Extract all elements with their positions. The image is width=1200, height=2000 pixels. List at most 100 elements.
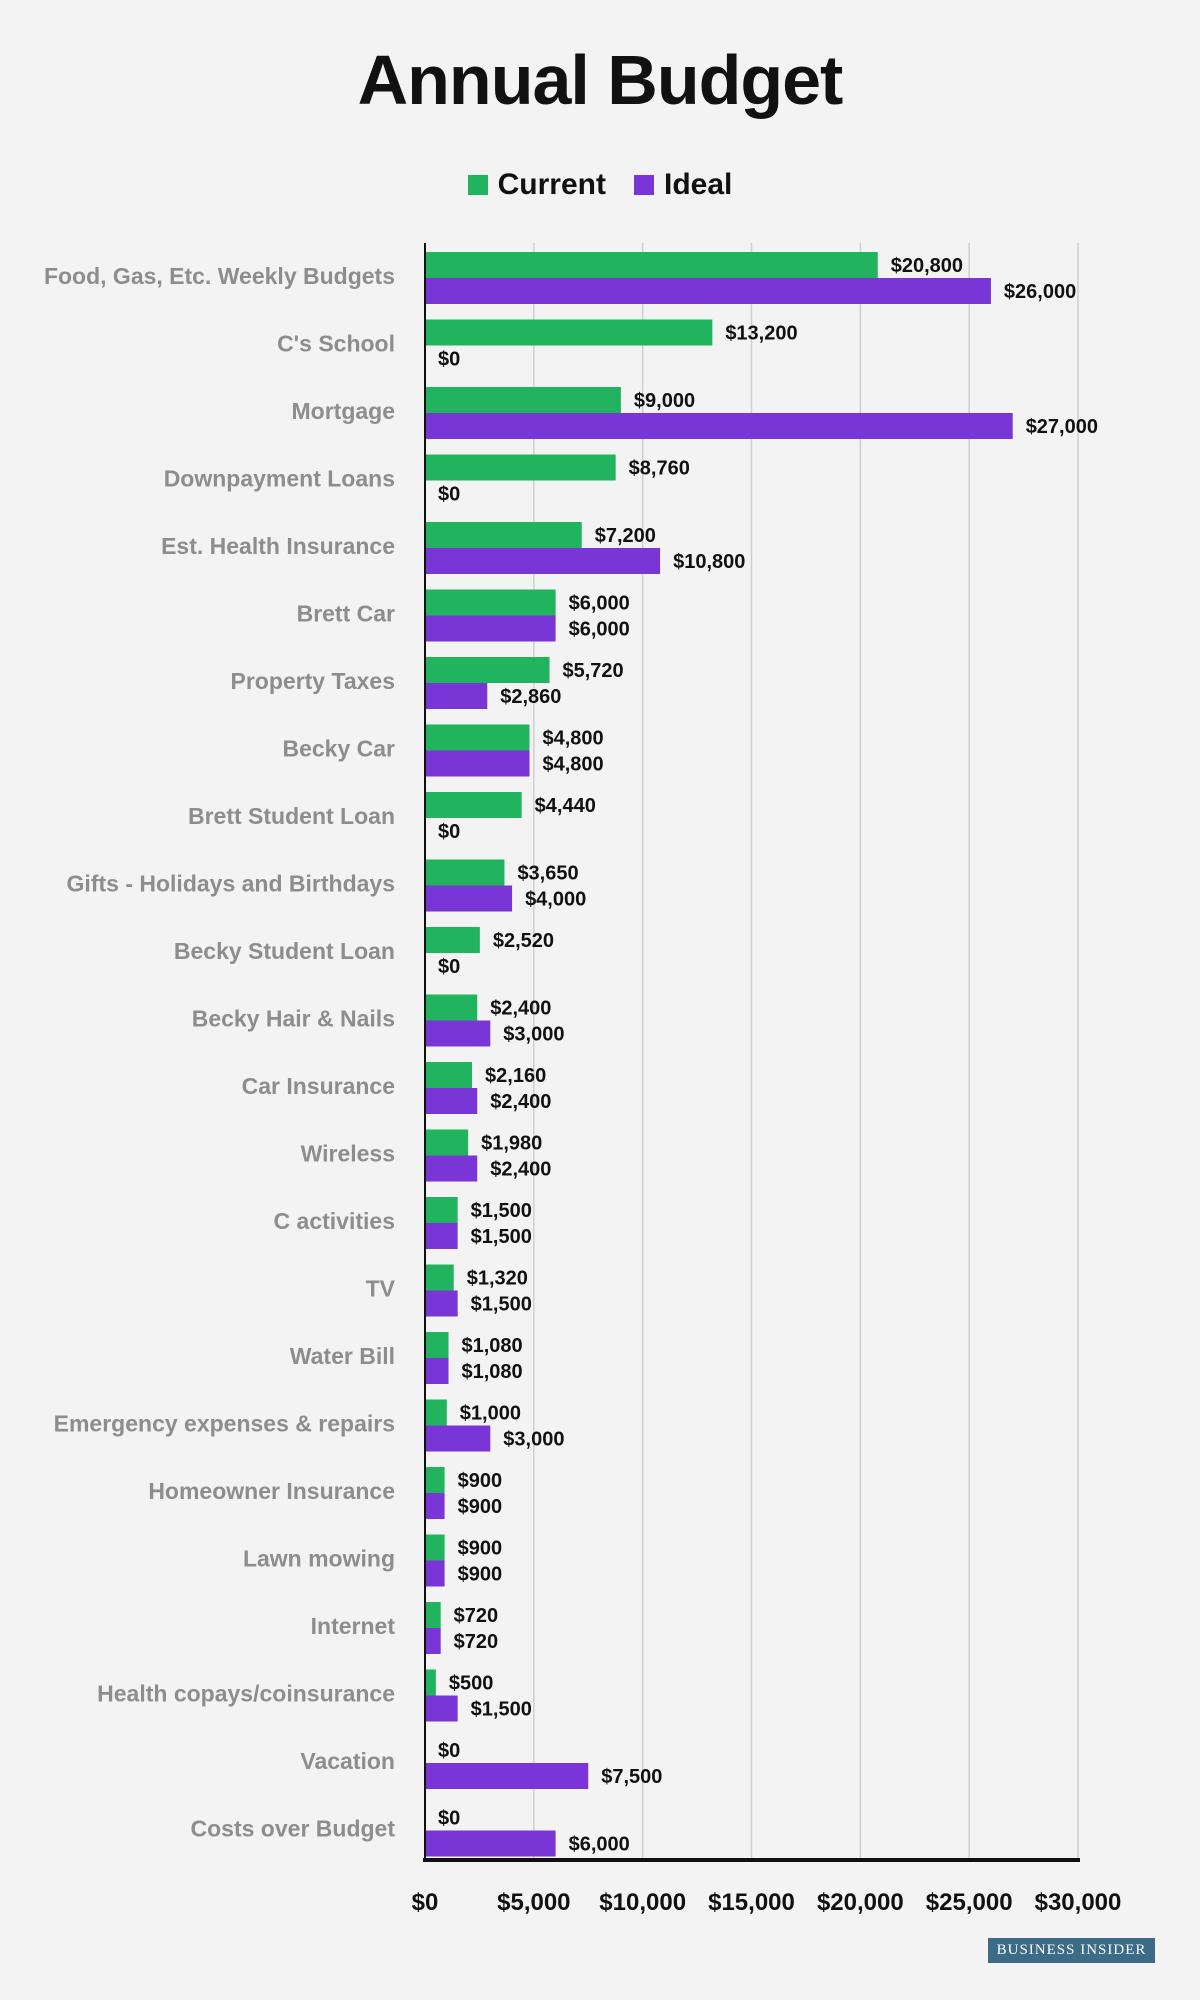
bar-ideal xyxy=(425,1223,458,1249)
category-label: Property Taxes xyxy=(231,668,395,694)
bar-ideal xyxy=(425,548,661,574)
category-label: Becky Student Loan xyxy=(174,938,395,964)
bar-current xyxy=(425,1467,445,1493)
legend-swatch-ideal xyxy=(633,175,654,195)
bar-current xyxy=(425,387,621,413)
bar-current xyxy=(425,1669,436,1696)
bar-ideal xyxy=(425,1493,445,1519)
bar-current xyxy=(425,1062,473,1088)
data-label-current: $20,800 xyxy=(891,255,963,277)
legend: Current Ideal xyxy=(0,168,1200,202)
x-tick-label: $10,000 xyxy=(599,1889,686,1916)
legend-item-ideal: Ideal xyxy=(633,168,733,202)
category-label: Becky Hair & Nails xyxy=(192,1006,395,1032)
category-label: Homeowner Insurance xyxy=(148,1478,395,1504)
legend-label-current: Current xyxy=(497,168,606,201)
bar-current xyxy=(425,724,530,751)
data-label-ideal: $26,000 xyxy=(1004,281,1076,303)
category-label: Becky Car xyxy=(282,736,395,762)
bar-ideal xyxy=(425,1695,458,1722)
bar-ideal xyxy=(425,1088,478,1114)
data-label-ideal: $3,000 xyxy=(503,1429,564,1451)
x-tick-label: $15,000 xyxy=(708,1889,795,1916)
bar-current xyxy=(425,319,713,346)
category-label: C's School xyxy=(277,331,395,357)
data-label-ideal: $4,800 xyxy=(542,754,603,776)
bar-current xyxy=(425,927,480,953)
category-label: Costs over Budget xyxy=(191,1816,396,1842)
category-label: Food, Gas, Etc. Weekly Budgets xyxy=(44,263,395,289)
data-label-current: $6,000 xyxy=(569,593,630,615)
category-label: Est. Health Insurance xyxy=(161,533,395,559)
data-label-current: $720 xyxy=(454,1605,499,1627)
data-label-current: $1,000 xyxy=(460,1403,521,1425)
data-label-current: $7,200 xyxy=(595,525,656,547)
x-tick-label: $5,000 xyxy=(497,1889,570,1916)
bar-ideal xyxy=(425,1290,458,1317)
bar-ideal xyxy=(425,885,513,912)
category-label: Lawn mowing xyxy=(243,1546,395,1572)
category-label: Brett Student Loan xyxy=(188,803,395,829)
category-label: Downpayment Loans xyxy=(164,466,395,492)
bar-ideal xyxy=(425,278,991,304)
category-label: Brett Car xyxy=(297,601,395,627)
data-label-ideal: $1,500 xyxy=(471,1699,532,1721)
data-label-ideal: $6,000 xyxy=(569,1834,630,1856)
bar-ideal xyxy=(425,1560,445,1587)
data-label-current: $4,800 xyxy=(542,728,603,750)
category-label: Internet xyxy=(311,1613,396,1639)
category-label: Wireless xyxy=(301,1141,395,1167)
bar-current xyxy=(425,252,878,278)
x-tick-label: $20,000 xyxy=(817,1889,904,1916)
legend-item-current: Current xyxy=(467,168,606,202)
bar-current xyxy=(425,994,478,1021)
bar-ideal xyxy=(425,1763,589,1789)
bar-ideal xyxy=(425,1358,449,1384)
data-label-current: $2,520 xyxy=(493,930,554,952)
data-label-ideal: $2,400 xyxy=(490,1159,551,1181)
chart-title: Annual Budget xyxy=(357,41,844,119)
category-label: Health copays/coinsurance xyxy=(97,1681,395,1707)
bar-current xyxy=(425,1264,454,1291)
bar-ideal xyxy=(425,1020,491,1047)
data-label-current: $8,760 xyxy=(629,458,690,480)
data-label-current: $13,200 xyxy=(725,323,797,345)
data-label-current: $900 xyxy=(458,1538,503,1560)
bar-ideal xyxy=(425,1155,478,1182)
data-label-ideal: $0 xyxy=(438,821,460,843)
data-label-ideal: $0 xyxy=(438,956,460,978)
data-label-current: $1,500 xyxy=(471,1200,532,1222)
bar-current xyxy=(425,657,550,683)
category-label: C activities xyxy=(274,1208,395,1234)
bar-ideal xyxy=(425,750,530,777)
bar-current xyxy=(425,1534,445,1561)
data-label-ideal: $900 xyxy=(458,1496,503,1518)
category-label: Emergency expenses & repairs xyxy=(54,1411,395,1437)
data-label-ideal: $27,000 xyxy=(1026,416,1098,438)
legend-swatch-current xyxy=(467,175,488,195)
data-label-current: $500 xyxy=(449,1673,494,1695)
data-label-current: $5,720 xyxy=(563,660,624,682)
data-label-current: $900 xyxy=(458,1470,503,1492)
data-label-current: $1,320 xyxy=(467,1268,528,1290)
bar-current xyxy=(425,1399,447,1426)
data-label-ideal: $0 xyxy=(438,484,460,506)
bar-ideal xyxy=(425,615,556,642)
data-label-ideal: $6,000 xyxy=(569,619,630,641)
data-label-current: $2,160 xyxy=(485,1065,546,1087)
legend-label-ideal: Ideal xyxy=(663,168,733,201)
data-label-current: $0 xyxy=(438,1808,460,1830)
data-label-ideal: $3,000 xyxy=(503,1024,564,1046)
x-tick-label: $25,000 xyxy=(926,1889,1013,1916)
data-label-current: $1,980 xyxy=(481,1133,542,1155)
category-label: Gifts - Holidays and Birthdays xyxy=(67,871,395,897)
category-label: Water Bill xyxy=(290,1343,395,1369)
data-label-ideal: $2,860 xyxy=(500,686,561,708)
category-label: Vacation xyxy=(300,1748,395,1774)
data-label-ideal: $10,800 xyxy=(673,551,745,573)
bar-ideal xyxy=(425,413,1013,439)
bar-current xyxy=(425,589,556,616)
category-label: Car Insurance xyxy=(242,1073,395,1099)
data-label-current: $2,400 xyxy=(490,998,551,1020)
bar-current xyxy=(425,792,522,818)
